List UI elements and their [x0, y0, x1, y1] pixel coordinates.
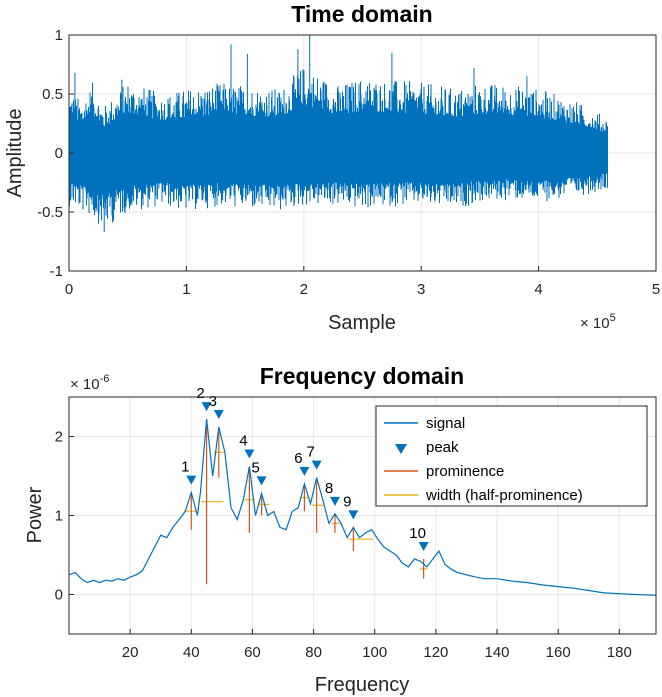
legend-peak-swatch	[395, 444, 407, 454]
peak-label: 8	[325, 480, 333, 497]
legend-signal-label: signal	[426, 415, 465, 432]
time-domain-chart: 0 1 2 3 4 5 -1 -0.5 0 0.5 1 Time domain Sample Amp…	[4, 1, 660, 334]
freq-x-tick-label: 160	[546, 644, 571, 661]
freq-peak-series: 1 2 3 45 6 7 89 10	[181, 385, 429, 551]
time-x-exponent-power: 5	[610, 312, 616, 324]
peak-label: 3	[209, 393, 217, 410]
freq-prominence-series	[190, 419, 425, 585]
freq-y-exponent-base: × 10	[70, 376, 100, 393]
time-x-exponent-base: × 10	[580, 315, 610, 332]
freq-ticks: 20 40 60 80 100 120 140 160 180 0 1 2	[55, 429, 632, 662]
freq-y-tick-label: 0	[55, 587, 63, 604]
time-x-tick-label: 3	[417, 281, 425, 298]
freq-x-tick-label: 60	[244, 644, 261, 661]
peak-marker	[244, 449, 255, 459]
peak-label: 2	[196, 385, 204, 402]
freq-x-tick-label: 20	[122, 644, 139, 661]
freq-y-exponent-power: -6	[100, 373, 110, 385]
peak-label: 5	[251, 459, 259, 476]
time-y-tick-label: 1	[55, 27, 63, 44]
time-x-tick-label: 5	[652, 281, 660, 298]
freq-y-exponent: × 10-6	[70, 373, 109, 393]
freq-x-tick-label: 80	[305, 644, 322, 661]
peak-marker	[299, 466, 310, 476]
peak-marker	[418, 541, 429, 551]
peak-marker	[329, 496, 340, 506]
freq-signal-series	[68, 419, 657, 596]
peak-marker	[186, 475, 197, 485]
time-y-axis-label: Amplitude	[4, 109, 26, 198]
freq-grid	[69, 397, 656, 634]
peak-marker	[311, 460, 322, 470]
peak-label: 10	[409, 525, 426, 542]
legend-width-label: width (half-prominence)	[425, 487, 583, 504]
time-y-tick-label: 0	[55, 145, 63, 162]
freq-y-axis-label: Power	[24, 486, 46, 543]
freq-y-tick-label: 2	[55, 429, 63, 446]
freq-chart-title: Frequency domain	[260, 363, 464, 389]
time-x-axis-label: Sample	[328, 312, 396, 334]
time-x-tick-label: 4	[534, 281, 542, 298]
time-chart-title: Time domain	[291, 1, 432, 27]
peak-marker	[256, 476, 267, 486]
legend-peak-label: peak	[426, 439, 459, 456]
time-x-tick-label: 0	[65, 281, 73, 298]
peak-label: 4	[239, 433, 247, 450]
freq-x-tick-label: 40	[183, 644, 200, 661]
peak-marker	[213, 410, 224, 420]
peak-label: 6	[294, 450, 302, 467]
freq-x-axis-label: Frequency	[315, 674, 410, 696]
freq-x-tick-label: 140	[485, 644, 510, 661]
peak-label: 7	[306, 444, 314, 461]
freq-x-tick-label: 120	[423, 644, 448, 661]
peak-label: 9	[343, 493, 351, 510]
time-x-exponent: × 105	[580, 312, 616, 332]
legend-box	[375, 405, 648, 507]
time-y-tick-label: 0.5	[42, 86, 63, 103]
time-x-tick-label: 2	[300, 281, 308, 298]
time-y-tick-label: -0.5	[37, 204, 63, 221]
freq-x-tick-label: 180	[607, 644, 632, 661]
peak-label: 1	[181, 459, 189, 476]
peak-marker	[348, 510, 359, 520]
peak-marker	[201, 402, 212, 412]
freq-legend: signal peak prominence width (half-promi…	[375, 405, 648, 507]
legend-prominence-label: prominence	[426, 463, 504, 480]
freq-signal-line	[68, 419, 657, 596]
time-y-tick-label: -1	[50, 263, 63, 280]
freq-y-tick-label: 1	[55, 508, 63, 525]
freq-x-tick-label: 100	[362, 644, 387, 661]
time-ticks: 0 1 2 3 4 5 -1 -0.5 0 0.5 1	[37, 27, 660, 298]
time-x-tick-label: 1	[182, 281, 190, 298]
